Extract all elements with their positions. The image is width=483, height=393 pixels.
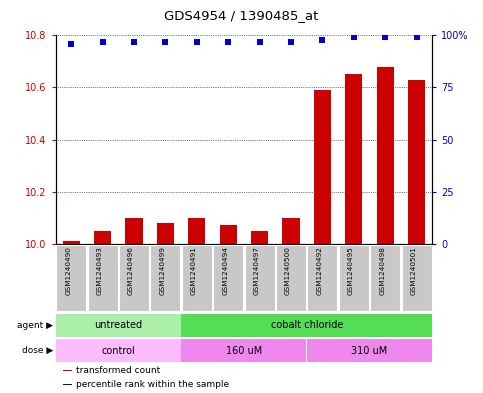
- Text: agent ▶: agent ▶: [17, 321, 53, 330]
- Point: [319, 37, 327, 43]
- Bar: [150, 245, 181, 311]
- Bar: [182, 339, 306, 362]
- Bar: [182, 314, 432, 337]
- Point: [130, 39, 138, 45]
- Bar: [307, 339, 432, 362]
- Text: control: control: [101, 346, 135, 356]
- Text: 160 uM: 160 uM: [226, 346, 262, 356]
- Text: GSM1240493: GSM1240493: [97, 246, 103, 295]
- Point: [193, 39, 201, 45]
- Bar: [87, 245, 118, 311]
- Text: GSM1240492: GSM1240492: [316, 246, 323, 295]
- Text: GSM1240496: GSM1240496: [128, 246, 134, 295]
- Bar: [408, 80, 425, 244]
- Text: GSM1240499: GSM1240499: [159, 246, 165, 295]
- Bar: [314, 90, 331, 244]
- Point: [287, 39, 295, 45]
- Bar: [251, 231, 268, 244]
- Text: GSM1240494: GSM1240494: [222, 246, 228, 295]
- Bar: [126, 218, 142, 244]
- Text: percentile rank within the sample: percentile rank within the sample: [76, 380, 229, 389]
- Bar: [377, 67, 394, 244]
- Bar: [94, 231, 111, 244]
- Text: GSM1240495: GSM1240495: [348, 246, 354, 295]
- Text: GSM1240497: GSM1240497: [254, 246, 260, 295]
- Bar: [276, 245, 306, 311]
- Bar: [56, 339, 181, 362]
- Bar: [339, 245, 369, 311]
- Text: GSM1240500: GSM1240500: [285, 246, 291, 295]
- Point: [161, 39, 170, 45]
- Text: GDS4954 / 1390485_at: GDS4954 / 1390485_at: [164, 9, 319, 22]
- Bar: [307, 245, 338, 311]
- Bar: [213, 245, 243, 311]
- Bar: [56, 314, 181, 337]
- Bar: [370, 245, 400, 311]
- Bar: [345, 74, 362, 244]
- Bar: [220, 226, 237, 244]
- Text: 310 uM: 310 uM: [351, 346, 388, 356]
- Point: [68, 40, 75, 47]
- Point: [350, 34, 357, 40]
- Text: GSM1240498: GSM1240498: [379, 246, 385, 295]
- Bar: [157, 223, 174, 244]
- Bar: [244, 245, 275, 311]
- Text: cobalt chloride: cobalt chloride: [270, 320, 343, 330]
- Text: transformed count: transformed count: [76, 366, 160, 375]
- Text: dose ▶: dose ▶: [22, 346, 53, 355]
- Text: GSM1240490: GSM1240490: [65, 246, 71, 295]
- Point: [256, 39, 264, 45]
- Bar: [182, 245, 212, 311]
- Bar: [63, 370, 72, 371]
- Bar: [401, 245, 432, 311]
- Bar: [63, 384, 72, 385]
- Bar: [188, 218, 205, 244]
- Bar: [56, 245, 86, 311]
- Bar: [63, 241, 80, 244]
- Point: [224, 39, 232, 45]
- Text: GSM1240501: GSM1240501: [411, 246, 417, 295]
- Text: GSM1240491: GSM1240491: [191, 246, 197, 295]
- Bar: [283, 218, 299, 244]
- Text: untreated: untreated: [94, 320, 142, 330]
- Bar: [119, 245, 149, 311]
- Point: [99, 39, 107, 45]
- Point: [412, 34, 420, 40]
- Point: [382, 34, 389, 40]
